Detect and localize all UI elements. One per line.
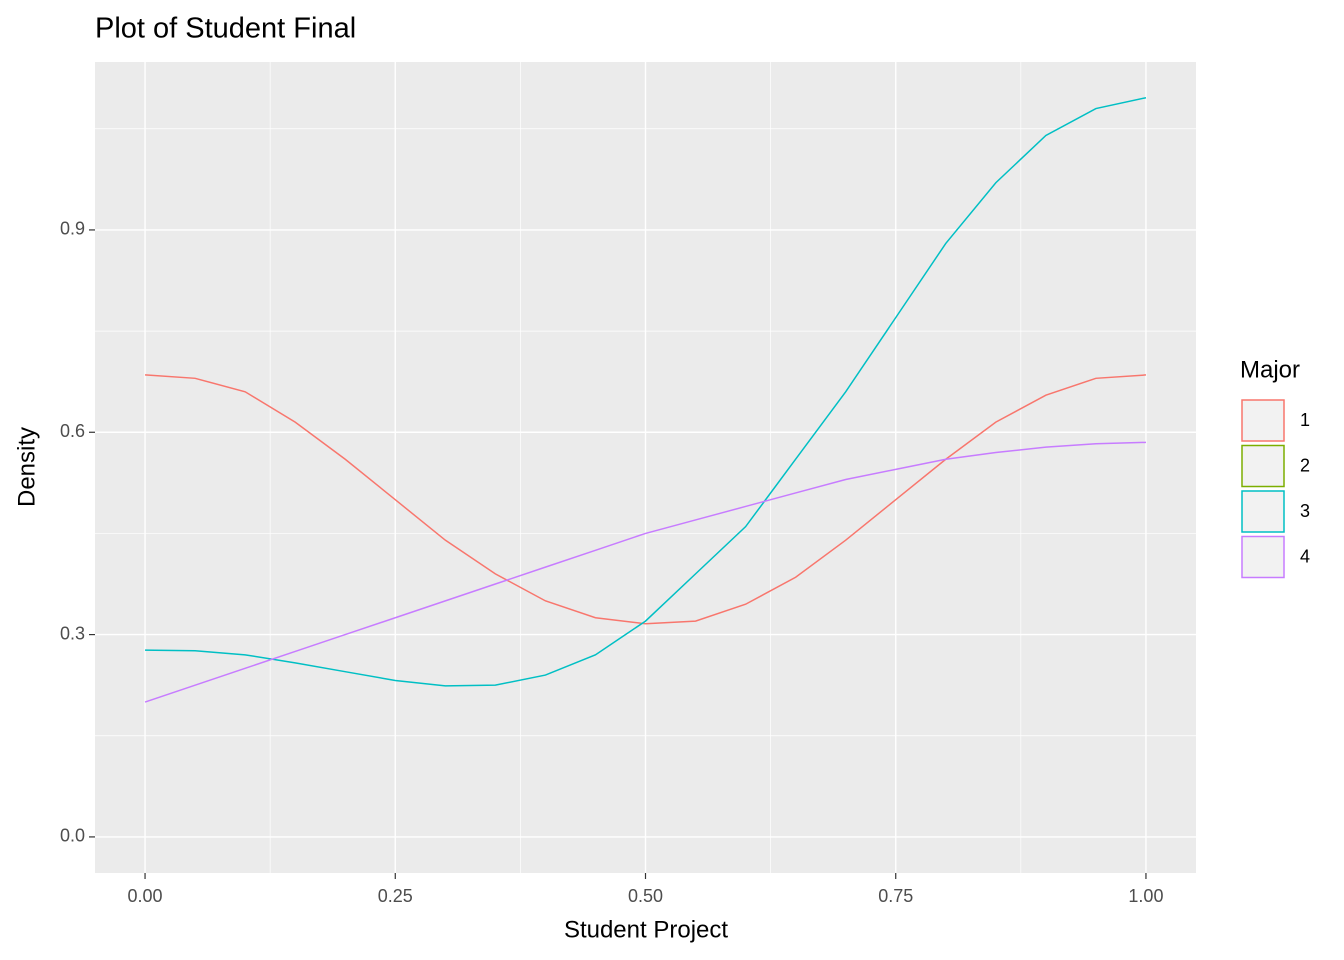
chart-title: Plot of Student Final: [95, 13, 356, 45]
density-line: [144, 374, 1147, 625]
legend-label: 2: [1300, 455, 1310, 475]
legend-label: 1: [1300, 410, 1310, 430]
y-tick-label: 0.3: [60, 623, 85, 643]
x-tick-label: 0.50: [628, 886, 663, 906]
y-axis-label: Density: [13, 427, 40, 507]
y-tick-label: 0.6: [60, 421, 85, 441]
density-line: [144, 441, 1146, 703]
legend-key: [1241, 490, 1285, 533]
x-tick-label: 0.25: [378, 886, 413, 906]
y-tick-label: 0.0: [60, 826, 85, 846]
density-line: [145, 97, 1147, 687]
x-tick-label: 0.75: [878, 886, 913, 906]
legend-key: [1241, 399, 1285, 442]
legend-key: [1241, 535, 1285, 579]
x-tick-label: 0.00: [128, 886, 163, 906]
x-tick-label: 1.00: [1128, 886, 1163, 906]
y-tick-label: 0.9: [60, 219, 85, 239]
x-axis-label: Student Project: [564, 916, 728, 943]
legend-title: Major: [1240, 356, 1300, 383]
legend-label: 3: [1300, 501, 1310, 521]
legend-key: [1241, 444, 1285, 488]
legend-label: 4: [1300, 546, 1310, 566]
